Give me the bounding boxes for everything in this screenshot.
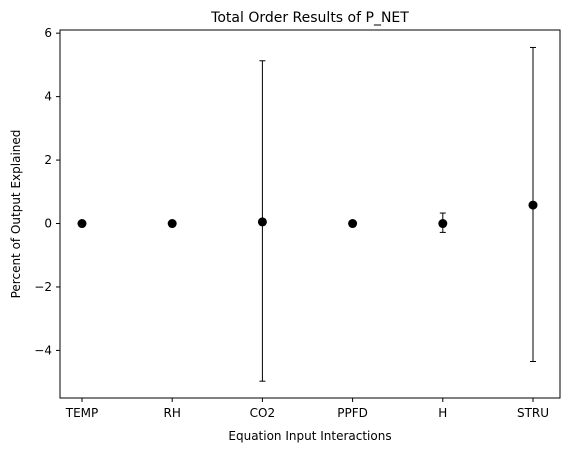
- plot-area: −4 −2 0 2 4 6 TEMP RH CO2 PPFD H STRU: [34, 26, 561, 420]
- point-h: [438, 219, 448, 229]
- y-tick-label: 0: [44, 217, 52, 231]
- y-tick-label: −2: [34, 280, 52, 294]
- point-ppfd: [348, 219, 358, 229]
- x-axis-label: Equation Input Interactions: [228, 429, 391, 443]
- x-tick-label: RH: [164, 406, 181, 420]
- point-temp: [77, 219, 87, 229]
- x-tick-label: STRU: [517, 406, 549, 420]
- x-tick-label: H: [438, 406, 447, 420]
- x-tick-label: TEMP: [65, 406, 99, 420]
- point-co2: [257, 217, 267, 227]
- y-tick-label: 6: [44, 26, 52, 40]
- x-tick-label: PPFD: [337, 406, 368, 420]
- y-tick-label: −4: [34, 343, 52, 357]
- chart-title: Total Order Results of P_NET: [210, 10, 409, 26]
- y-tick-label: 2: [44, 153, 52, 167]
- plot-frame: [59, 29, 561, 399]
- point-rh: [167, 219, 177, 229]
- y-tick-label: 4: [44, 90, 52, 104]
- y-axis-label: Percent of Output Explained: [9, 130, 23, 299]
- point-stru: [528, 200, 538, 210]
- x-tick-label: CO2: [250, 406, 275, 420]
